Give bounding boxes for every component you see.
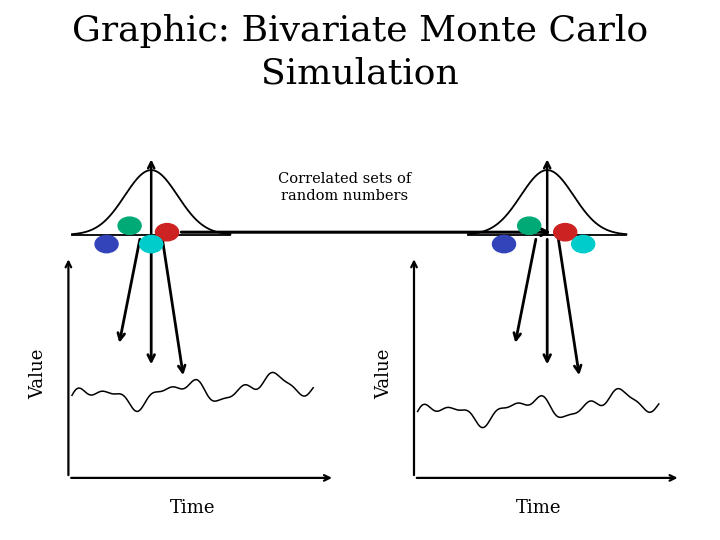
Circle shape <box>492 235 516 253</box>
Circle shape <box>156 224 179 241</box>
Text: Time: Time <box>516 498 561 517</box>
Circle shape <box>554 224 577 241</box>
Circle shape <box>518 217 541 234</box>
Text: Graphic: Bivariate Monte Carlo: Graphic: Bivariate Monte Carlo <box>72 14 648 48</box>
Circle shape <box>95 235 118 253</box>
Circle shape <box>118 217 141 234</box>
Circle shape <box>140 235 163 253</box>
Text: Simulation: Simulation <box>261 57 459 91</box>
Text: Correlated sets of
random numbers: Correlated sets of random numbers <box>278 172 411 202</box>
Text: Time: Time <box>170 498 215 517</box>
Text: Value: Value <box>374 349 392 399</box>
Circle shape <box>572 235 595 253</box>
Text: Value: Value <box>29 349 48 399</box>
